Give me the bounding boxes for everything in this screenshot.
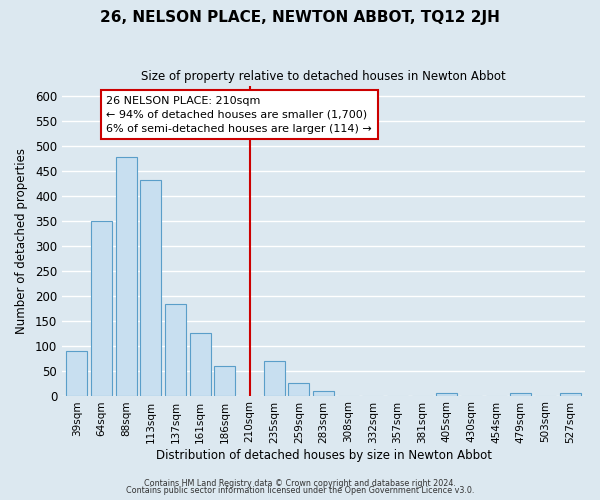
Text: Contains public sector information licensed under the Open Government Licence v3: Contains public sector information licen… [126, 486, 474, 495]
Y-axis label: Number of detached properties: Number of detached properties [15, 148, 28, 334]
Title: Size of property relative to detached houses in Newton Abbot: Size of property relative to detached ho… [141, 70, 506, 83]
Bar [436, 393, 457, 396]
Bar [289, 383, 310, 396]
Bar [190, 333, 211, 396]
Text: 26, NELSON PLACE, NEWTON ABBOT, TQ12 2JH: 26, NELSON PLACE, NEWTON ABBOT, TQ12 2JH [100, 10, 500, 25]
X-axis label: Distribution of detached houses by size in Newton Abbot: Distribution of detached houses by size … [155, 450, 491, 462]
Bar [214, 366, 235, 396]
Bar [264, 360, 284, 396]
Bar [313, 390, 334, 396]
Text: Contains HM Land Registry data © Crown copyright and database right 2024.: Contains HM Land Registry data © Crown c… [144, 478, 456, 488]
Text: 26 NELSON PLACE: 210sqm
← 94% of detached houses are smaller (1,700)
6% of semi-: 26 NELSON PLACE: 210sqm ← 94% of detache… [106, 96, 372, 134]
Bar [511, 393, 532, 396]
Bar [560, 393, 581, 396]
Bar [165, 304, 186, 396]
Bar [91, 220, 112, 396]
Bar [116, 156, 137, 396]
Bar [67, 350, 88, 396]
Bar [140, 180, 161, 396]
